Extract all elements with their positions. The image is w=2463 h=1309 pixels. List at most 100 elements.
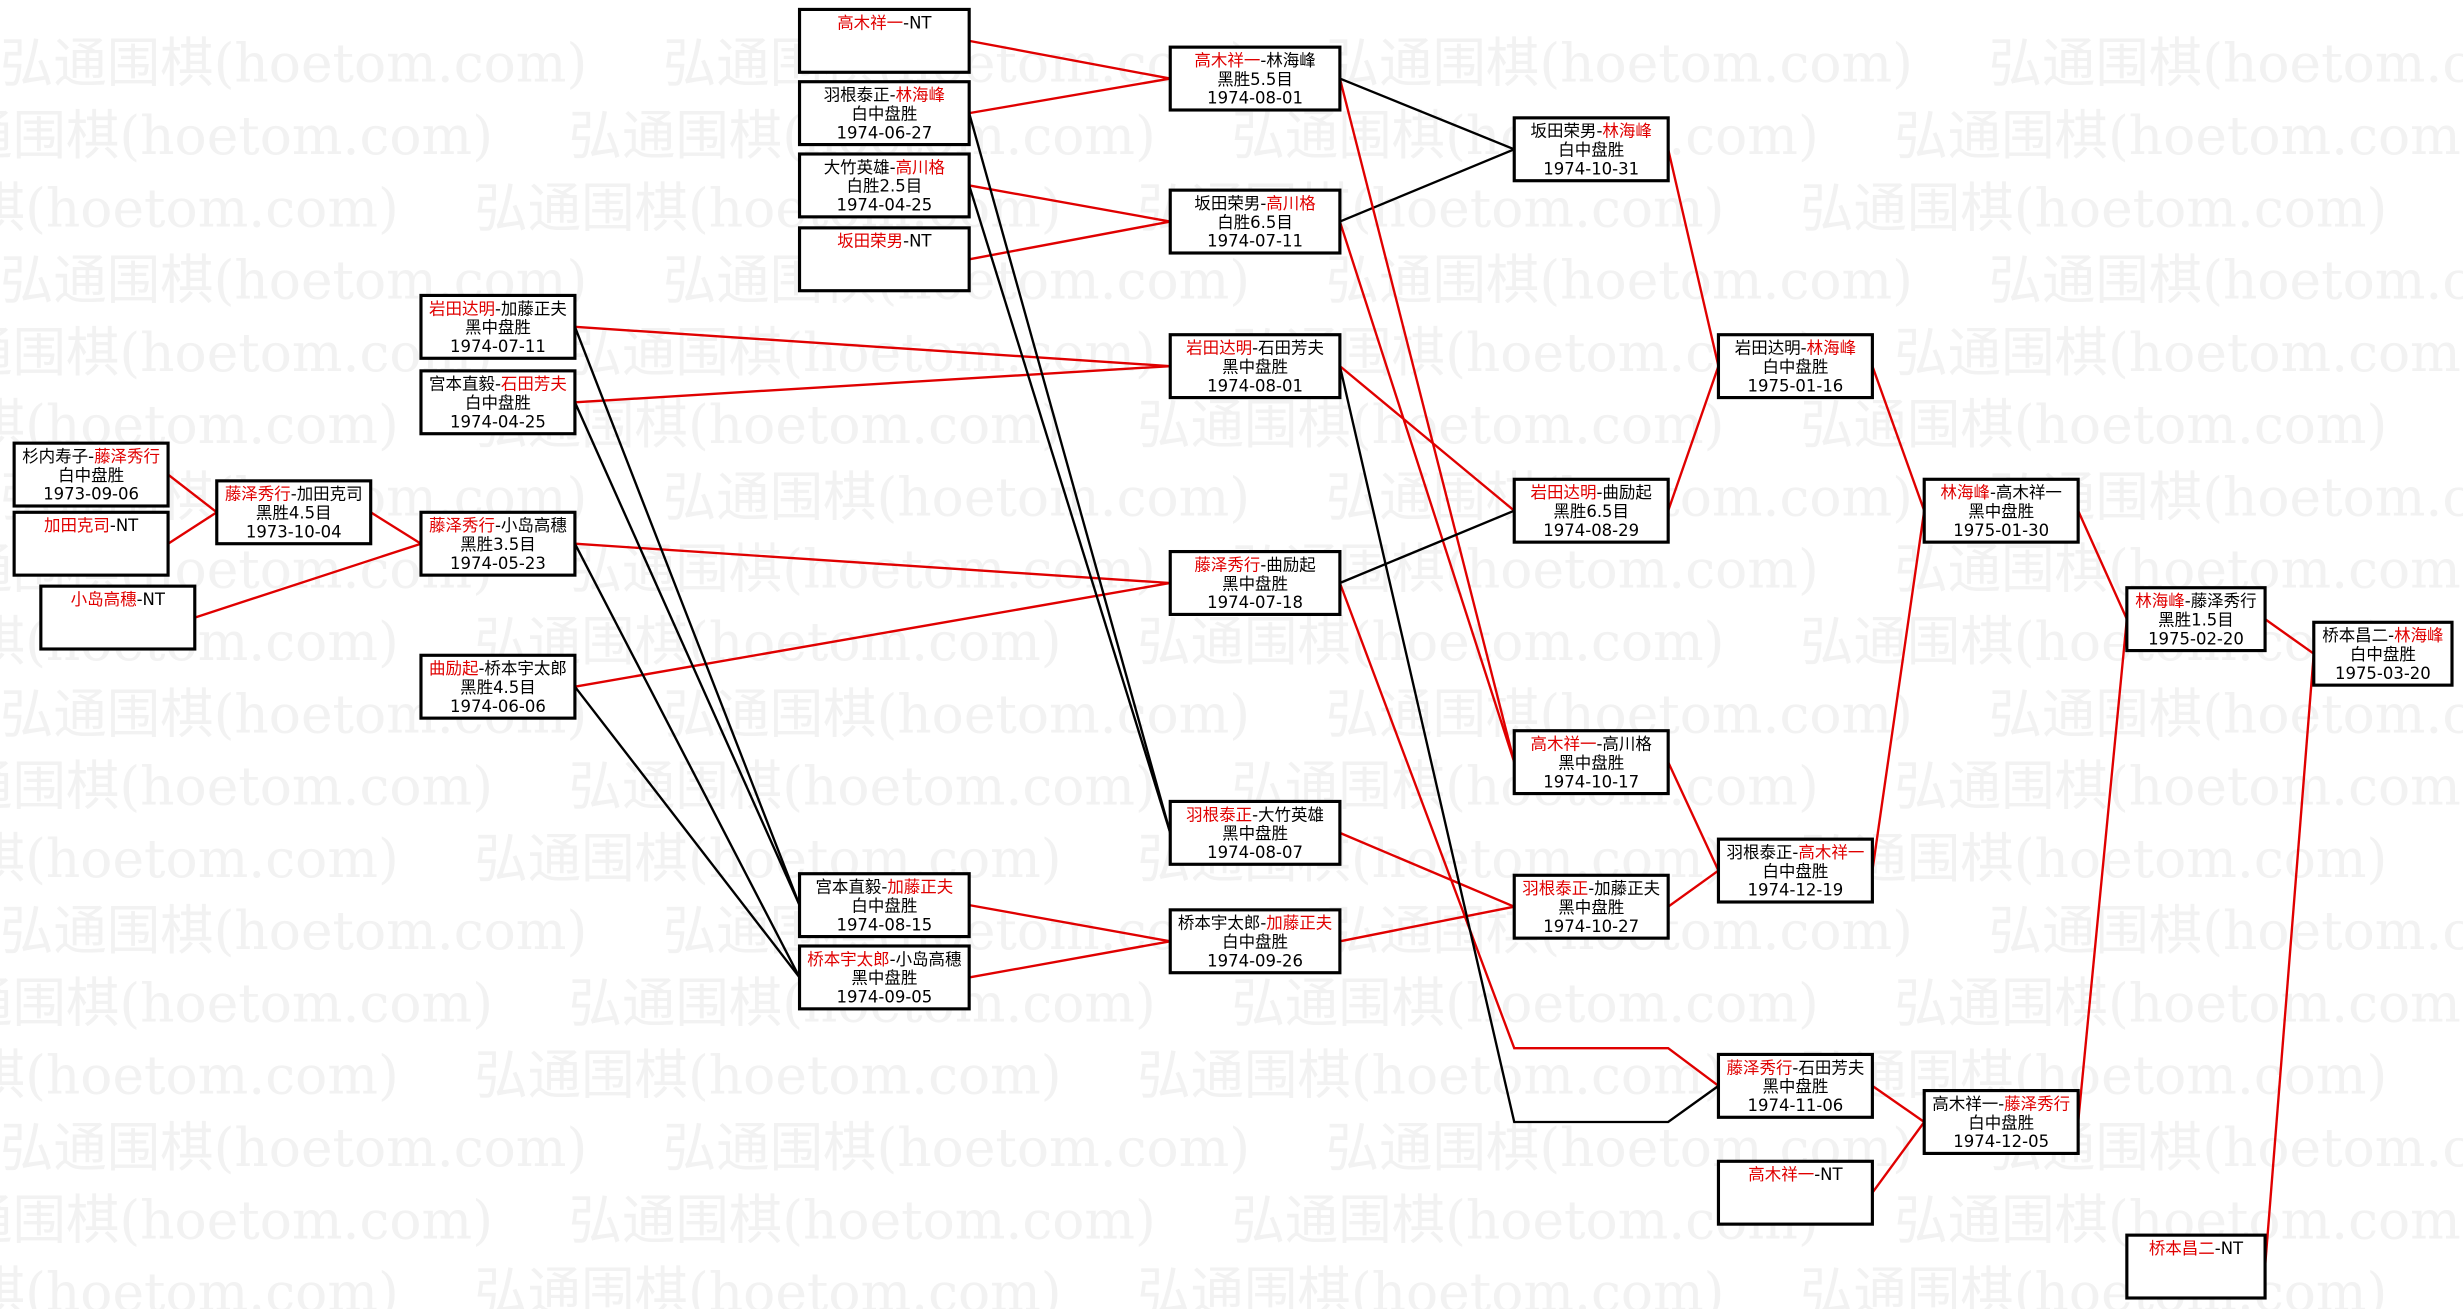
game-box: 小岛高穗-NT [39, 584, 197, 651]
bracket-line-F3-G2 [1667, 761, 1720, 872]
player-separator: - [903, 13, 909, 32]
bracket-line-E1-F1 [1339, 77, 1515, 151]
game-date: 1974-12-05 [1953, 1132, 2049, 1151]
winner-name: 岩田达明 [1531, 483, 1597, 502]
game-box-border [1922, 1089, 2080, 1155]
player-name: 曲励起 [1602, 483, 1651, 502]
game-date: 1974-06-06 [450, 697, 546, 716]
game-result: 黑中盘胜 [1222, 357, 1288, 376]
player-name: 岩田达明 [1735, 339, 1801, 358]
game-date: 1974-07-11 [1207, 232, 1303, 251]
player-separator: - [1801, 339, 1807, 358]
game-box-border [1168, 908, 1342, 975]
player-name: 羽根泰正 [824, 86, 890, 105]
bracket-line-C2-E3 [574, 364, 1171, 404]
player-separator: - [478, 659, 484, 678]
game-players: 高木祥一-NT [837, 13, 932, 32]
player-separator: - [110, 516, 116, 535]
winner-name: 林海峰 [1602, 122, 1651, 141]
game-box-border [12, 510, 170, 577]
bracket-line-H1-I1 [2077, 510, 2128, 620]
winner-name: 桥本昌二 [2149, 1239, 2215, 1258]
player-name: 曲励起 [1266, 555, 1315, 574]
game-box-border [419, 369, 577, 436]
bracket-line-D2-E5 [968, 112, 1172, 834]
game-players: 小岛高穗-NT [71, 590, 166, 609]
game-result: 白中盘胜 [1762, 862, 1828, 881]
player-name: 大竹英雄 [1258, 805, 1324, 824]
bracket-line-E4-G3 [1338, 582, 1720, 1087]
game-date: 1975-01-16 [1748, 376, 1844, 395]
watermark-text: 弘通围棋(hoetom.com) [1894, 971, 2463, 1034]
player-name: NT [909, 232, 932, 251]
winner-name: 曲励起 [429, 659, 478, 678]
game-result: 黑中盘胜 [465, 318, 531, 337]
winner-name: 高木祥一 [1798, 843, 1864, 862]
bracket-line-B1-C3 [370, 511, 422, 545]
bracket-line-D2-E1 [968, 77, 1171, 115]
watermark-text: 弘通围棋(hoetom.com) [1137, 393, 1724, 456]
bracket-lines [167, 39, 2315, 1267]
watermark-text: 弘通围棋(hoetom.com) [1894, 755, 2463, 818]
game-players: 岩田达明-石田芳夫 [1186, 339, 1324, 358]
player-separator: - [881, 878, 887, 897]
player-name: 加田克司 [297, 485, 363, 504]
bracket-line-C3-D6 [573, 543, 801, 978]
winner-name: 高木祥一 [837, 13, 903, 32]
game-players: 羽根泰正-高木祥一 [1727, 843, 1865, 862]
game-result: 黑胜4.5目 [256, 504, 332, 523]
watermark-text: 弘通围棋(hoetom.com) [0, 176, 399, 239]
bracket-line-C4-D6 [573, 685, 801, 979]
player-separator: - [1596, 122, 1602, 141]
bracket-line-A1-B1 [167, 473, 218, 514]
game-result: 黑胜3.5目 [460, 535, 536, 554]
player-name: 宫本直毅 [815, 878, 881, 897]
game-date: 1974-09-05 [836, 988, 932, 1007]
game-box-border [1512, 477, 1670, 544]
game-players: 桥本宇太郎-小岛高穗 [807, 950, 961, 969]
game-box-border [12, 441, 170, 508]
game-box-border [1922, 477, 2080, 544]
game-players: 藤泽秀行-曲励起 [1194, 555, 1315, 574]
game-result: 白胜2.5目 [847, 177, 923, 196]
game-date: 1974-05-23 [450, 554, 546, 573]
game-players: 宫本直毅-石田芳夫 [429, 375, 567, 394]
game-players: 羽根泰正-林海峰 [824, 86, 945, 105]
game-players: 高木祥一-林海峰 [1194, 51, 1315, 70]
watermark-text: 弘通围棋(hoetom.com) [1137, 610, 1724, 673]
game-result: 白中盘胜 [465, 394, 531, 413]
player-name: NT [2221, 1239, 2244, 1258]
game-date: 1975-03-20 [2335, 664, 2431, 683]
bracket-line-F2-G1 [1667, 365, 1720, 512]
game-players: 高木祥一-藤泽秀行 [1932, 1094, 2070, 1113]
player-separator: - [88, 447, 94, 466]
bracket-line-E2-F1 [1339, 148, 1515, 223]
bracket-line-I2-J1 [2263, 653, 2315, 1267]
winner-name: 羽根泰正 [1186, 805, 1252, 824]
game-players: 藤泽秀行-小岛高穗 [429, 516, 567, 535]
watermark-text: 弘通围棋(hoetom.com) [1800, 1261, 2387, 1309]
bracket-line-D3-E2 [968, 184, 1171, 223]
game-date: 1974-12-19 [1748, 881, 1844, 900]
game-players: 坂田荣男-高川格 [1194, 194, 1316, 213]
game-box-border [1512, 729, 1670, 796]
watermark-text: 弘通围棋(hoetom.com) [1800, 393, 2387, 456]
winner-name: 藤泽秀行 [225, 485, 291, 504]
player-separator: - [1260, 555, 1266, 574]
watermark-text: 弘通围棋(hoetom.com) [1894, 321, 2463, 384]
player-name: 石田芳夫 [1258, 339, 1324, 358]
watermark-text: 弘通围棋(hoetom.com) [1989, 682, 2463, 745]
bracket-line-E6-F4 [1339, 905, 1515, 943]
winner-name: 加藤正夫 [887, 878, 953, 897]
player-name: 坂田荣男 [1531, 122, 1597, 141]
game-result: 黑胜6.5目 [1553, 502, 1629, 521]
bracket-line-D1-E1 [968, 39, 1171, 80]
